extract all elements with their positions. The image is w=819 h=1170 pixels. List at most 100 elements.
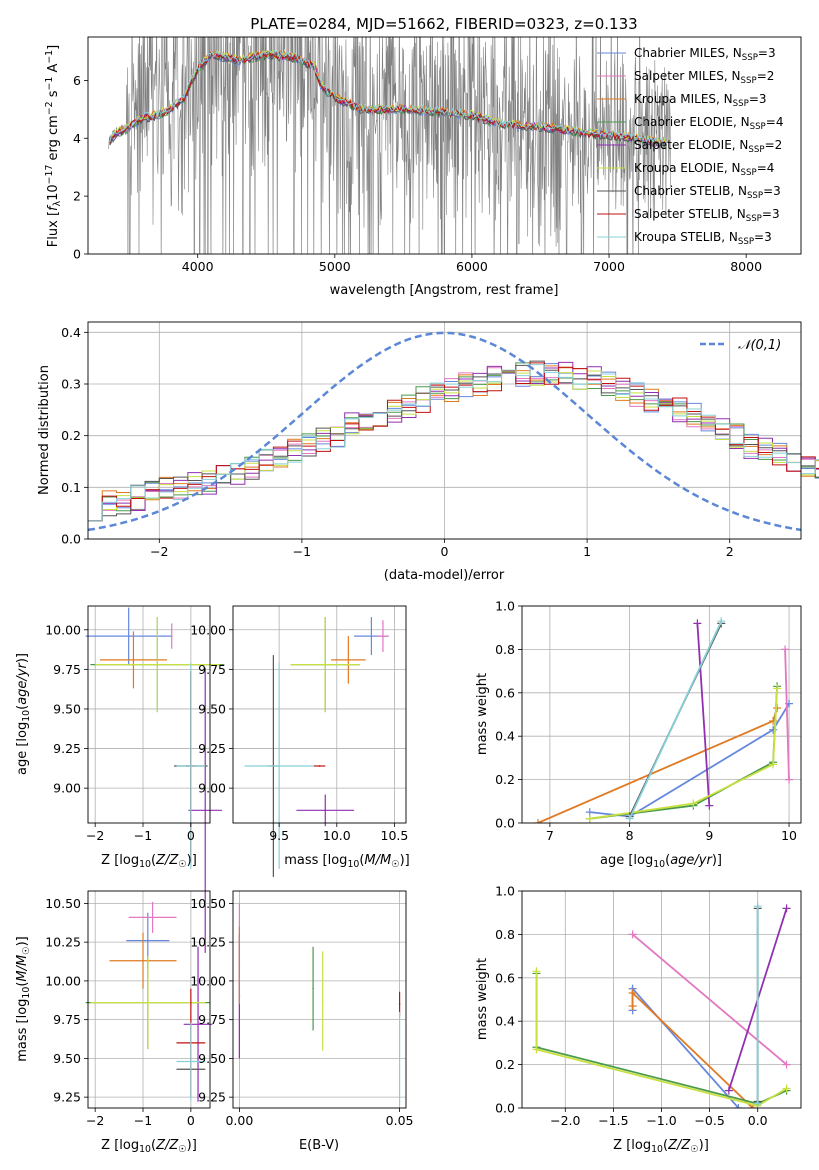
- y-tick-label: 10.00: [45, 622, 81, 637]
- weight-marker: [628, 988, 637, 997]
- y-tick-label: 0.6: [495, 685, 515, 700]
- y-tick-label: 0.4: [495, 1014, 515, 1029]
- weight-series-2: [631, 990, 754, 1108]
- axes-frame: [87, 36, 802, 255]
- legend-label-normal: 𝒩(0,1): [738, 338, 781, 353]
- data-point: [197, 1023, 199, 1026]
- data-point: [204, 809, 207, 812]
- weight-marker: [532, 1045, 541, 1054]
- chart-3: [233, 606, 406, 877]
- chart-5: [85, 891, 213, 1108]
- model-fit-8: [109, 49, 667, 146]
- y-tick-label: 9.50: [198, 701, 226, 716]
- legend-label-0: Chabrier MILES, NSSP=3: [634, 46, 776, 63]
- data-point: [127, 635, 130, 637]
- y-tick-label: 0.8: [495, 642, 515, 657]
- x-tick-label: −2.0: [550, 1113, 580, 1128]
- weight-marker: [533, 819, 542, 823]
- x-tick-label: 10.0: [323, 828, 351, 843]
- x-tick-label: 9.5: [269, 828, 289, 843]
- y-tick-label: 9.25: [53, 1090, 81, 1105]
- x-tick-label: −2: [86, 1113, 104, 1128]
- data-point: [147, 939, 149, 942]
- weight-marker: [717, 617, 726, 626]
- data-point: [142, 959, 144, 962]
- y-tick-label: 0: [73, 247, 81, 262]
- y-tick-label: 0.4: [61, 325, 81, 340]
- y-tick-label: 0.0: [495, 1101, 515, 1116]
- y-tick-label: 10.00: [45, 973, 81, 988]
- y-tick-label: 9.75: [198, 1012, 226, 1027]
- axes-frame: [87, 890, 211, 1109]
- x-tick-label: −1: [134, 1113, 152, 1128]
- weight-marker: [753, 902, 762, 911]
- model-fit-7: [109, 51, 667, 147]
- histogram-7: [88, 362, 819, 522]
- legend-label-4: Salpeter ELODIE, NSSP=2: [634, 138, 782, 155]
- weight-marker: [625, 814, 634, 823]
- y-tick-label: 9.25: [53, 741, 81, 756]
- data-point: [190, 1060, 192, 1063]
- legend-label-8: Kroupa STELIB, NSSP=3: [634, 230, 772, 247]
- data-point: [324, 809, 327, 812]
- y-tick-label: 10.50: [45, 896, 81, 911]
- y-tick-label: 0.0: [495, 816, 515, 831]
- y-axis-label-age: age [log10(age/yr)]: [15, 653, 32, 775]
- weight-marker: [753, 1099, 762, 1108]
- legend-label-5: Kroupa ELODIE, NSSP=4: [634, 161, 774, 178]
- y-tick-label: 9.00: [53, 781, 81, 796]
- y-tick-label: 9.75: [53, 1012, 81, 1027]
- x-tick-label: 1: [583, 544, 591, 559]
- weight-marker: [782, 1060, 791, 1069]
- weight-series-7: [628, 620, 723, 820]
- legend-label-1: Salpeter MILES, NSSP=2: [634, 69, 774, 86]
- weight-marker: [734, 1104, 743, 1108]
- y-tick-label: 0.2: [61, 428, 81, 443]
- x-axis-label-z: Z [log10(Z/Z☉)]: [101, 853, 197, 870]
- weight-series-5: [589, 688, 778, 820]
- legend-label-2: Kroupa MILES, NSSP=3: [634, 92, 767, 109]
- x-tick-label: −2: [86, 828, 104, 843]
- x-tick-label: 0.0: [748, 1113, 768, 1128]
- x-tick-label: −1: [293, 544, 311, 559]
- y-axis-label-weight: mass weight: [475, 958, 490, 1040]
- histogram-8: [88, 364, 819, 522]
- x-tick-label: 0.05: [386, 1113, 414, 1128]
- weight-marker: [532, 967, 541, 976]
- data-point: [398, 1057, 401, 1060]
- y-tick-label: 0.2: [495, 772, 515, 787]
- y-tick-label: 9.50: [53, 701, 81, 716]
- x-axis-label-age: age [log10(age/yr)]: [600, 853, 722, 870]
- x-tick-label: 10.5: [381, 828, 409, 843]
- y-tick-label: 2: [73, 189, 81, 204]
- data-point: [398, 1003, 401, 1005]
- weight-marker: [724, 1086, 733, 1095]
- weight-marker: [628, 1002, 637, 1011]
- y-tick-label: 10.00: [190, 973, 226, 988]
- histogram-6: [88, 360, 819, 522]
- weight-marker: [689, 799, 698, 808]
- chart-7: [522, 890, 801, 1109]
- x-axis-label-mass: mass [log10(M/M☉)]: [284, 853, 410, 870]
- weight-marker: [782, 1084, 791, 1093]
- y-tick-label: 9.50: [198, 1051, 226, 1066]
- legend-label-6: Chabrier STELIB, NSSP=3: [634, 184, 781, 201]
- normal-curve: [87, 331, 802, 532]
- chart-1: [87, 322, 819, 540]
- y-axis-label: Normed distribution: [37, 365, 52, 495]
- x-tick-label: −1.5: [598, 1113, 628, 1128]
- y-tick-label: 1.0: [495, 599, 515, 614]
- data-point: [132, 659, 135, 661]
- axes-frame: [521, 605, 802, 824]
- weight-series-3: [589, 686, 778, 820]
- y-tick-label: 0.4: [495, 729, 515, 744]
- data-point: [347, 659, 350, 661]
- x-tick-label: 0.00: [225, 1113, 253, 1128]
- y-tick-label: 1.0: [495, 884, 515, 899]
- x-tick-label: 4000: [182, 259, 214, 274]
- y-tick-label: 9.00: [198, 781, 226, 796]
- x-tick-label: 7000: [593, 259, 625, 274]
- weight-marker: [628, 930, 637, 939]
- y-tick-label: 0.6: [495, 970, 515, 985]
